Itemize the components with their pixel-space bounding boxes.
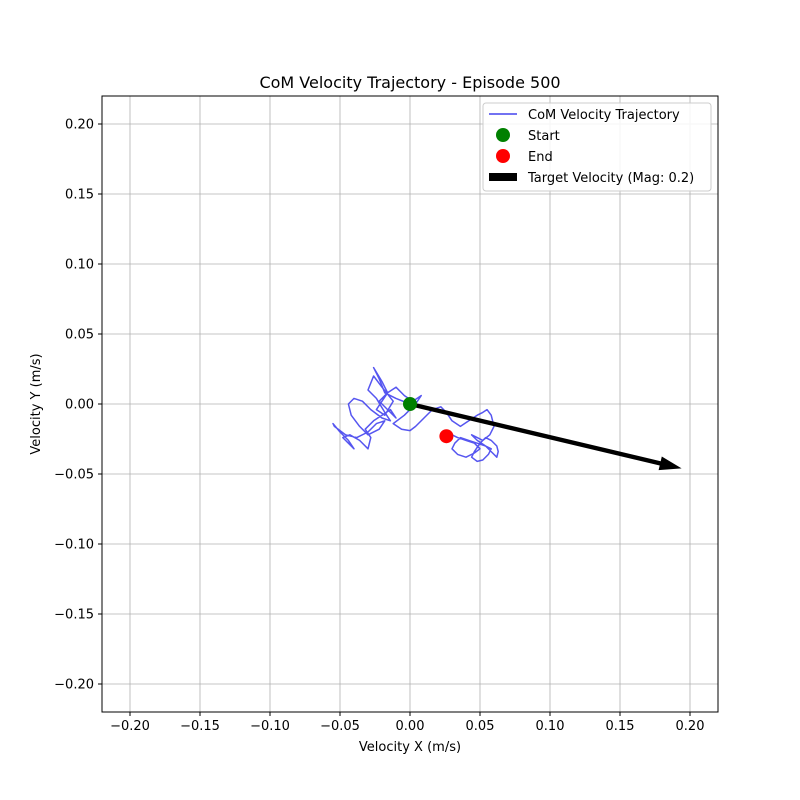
y-tick-label: 0.05 [65,328,94,343]
x-tick-label: 0.20 [676,719,705,734]
x-tick-label: −0.10 [250,719,290,734]
end-marker [439,429,454,444]
x-tick-label: 0.15 [606,719,635,734]
y-axis-label: Velocity Y (m/s) [29,353,44,454]
x-tick-label: 0.00 [396,719,425,734]
legend-target-velocity-label: Target Velocity (Mag: 0.2) [527,171,694,186]
target-velocity-arrow [409,401,682,471]
y-tick-label: −0.15 [54,608,94,623]
x-axis-label: Velocity X (m/s) [359,740,461,755]
y-tick-label: 0.15 [65,188,94,203]
axis-ticks: −0.20 −0.15 −0.10 −0.05 0.00 0.05 0.10 0.15 0.20… [54,118,704,735]
legend-start-marker [496,128,510,142]
trajectory-line [332,366,499,463]
legend-box [482,102,712,192]
legend-end-label: End [528,150,553,165]
x-tick-label: −0.20 [110,719,150,734]
legend-start-label: Start [528,129,560,144]
y-tick-label: 0.20 [65,118,94,133]
chart-title: CoM Velocity Trajectory - Episode 500 [259,73,560,92]
x-tick-label: −0.05 [320,719,360,734]
y-tick-label: 0.00 [65,398,94,413]
legend-trajectory-label: CoM Velocity Trajectory [528,108,680,123]
y-tick-label: −0.10 [54,538,94,553]
legend-end-marker [496,149,510,163]
plot-data [332,366,682,471]
start-marker [403,397,417,411]
x-tick-label: −0.15 [180,719,220,734]
y-tick-label: 0.10 [65,258,94,273]
y-tick-label: −0.20 [54,678,94,693]
y-tick-label: −0.05 [54,468,94,483]
legend-target-velocity-swatch [489,173,517,181]
legend: CoM Velocity Trajectory Start End Target… [482,102,712,192]
x-tick-label: 0.05 [466,719,495,734]
x-tick-label: 0.10 [536,719,565,734]
